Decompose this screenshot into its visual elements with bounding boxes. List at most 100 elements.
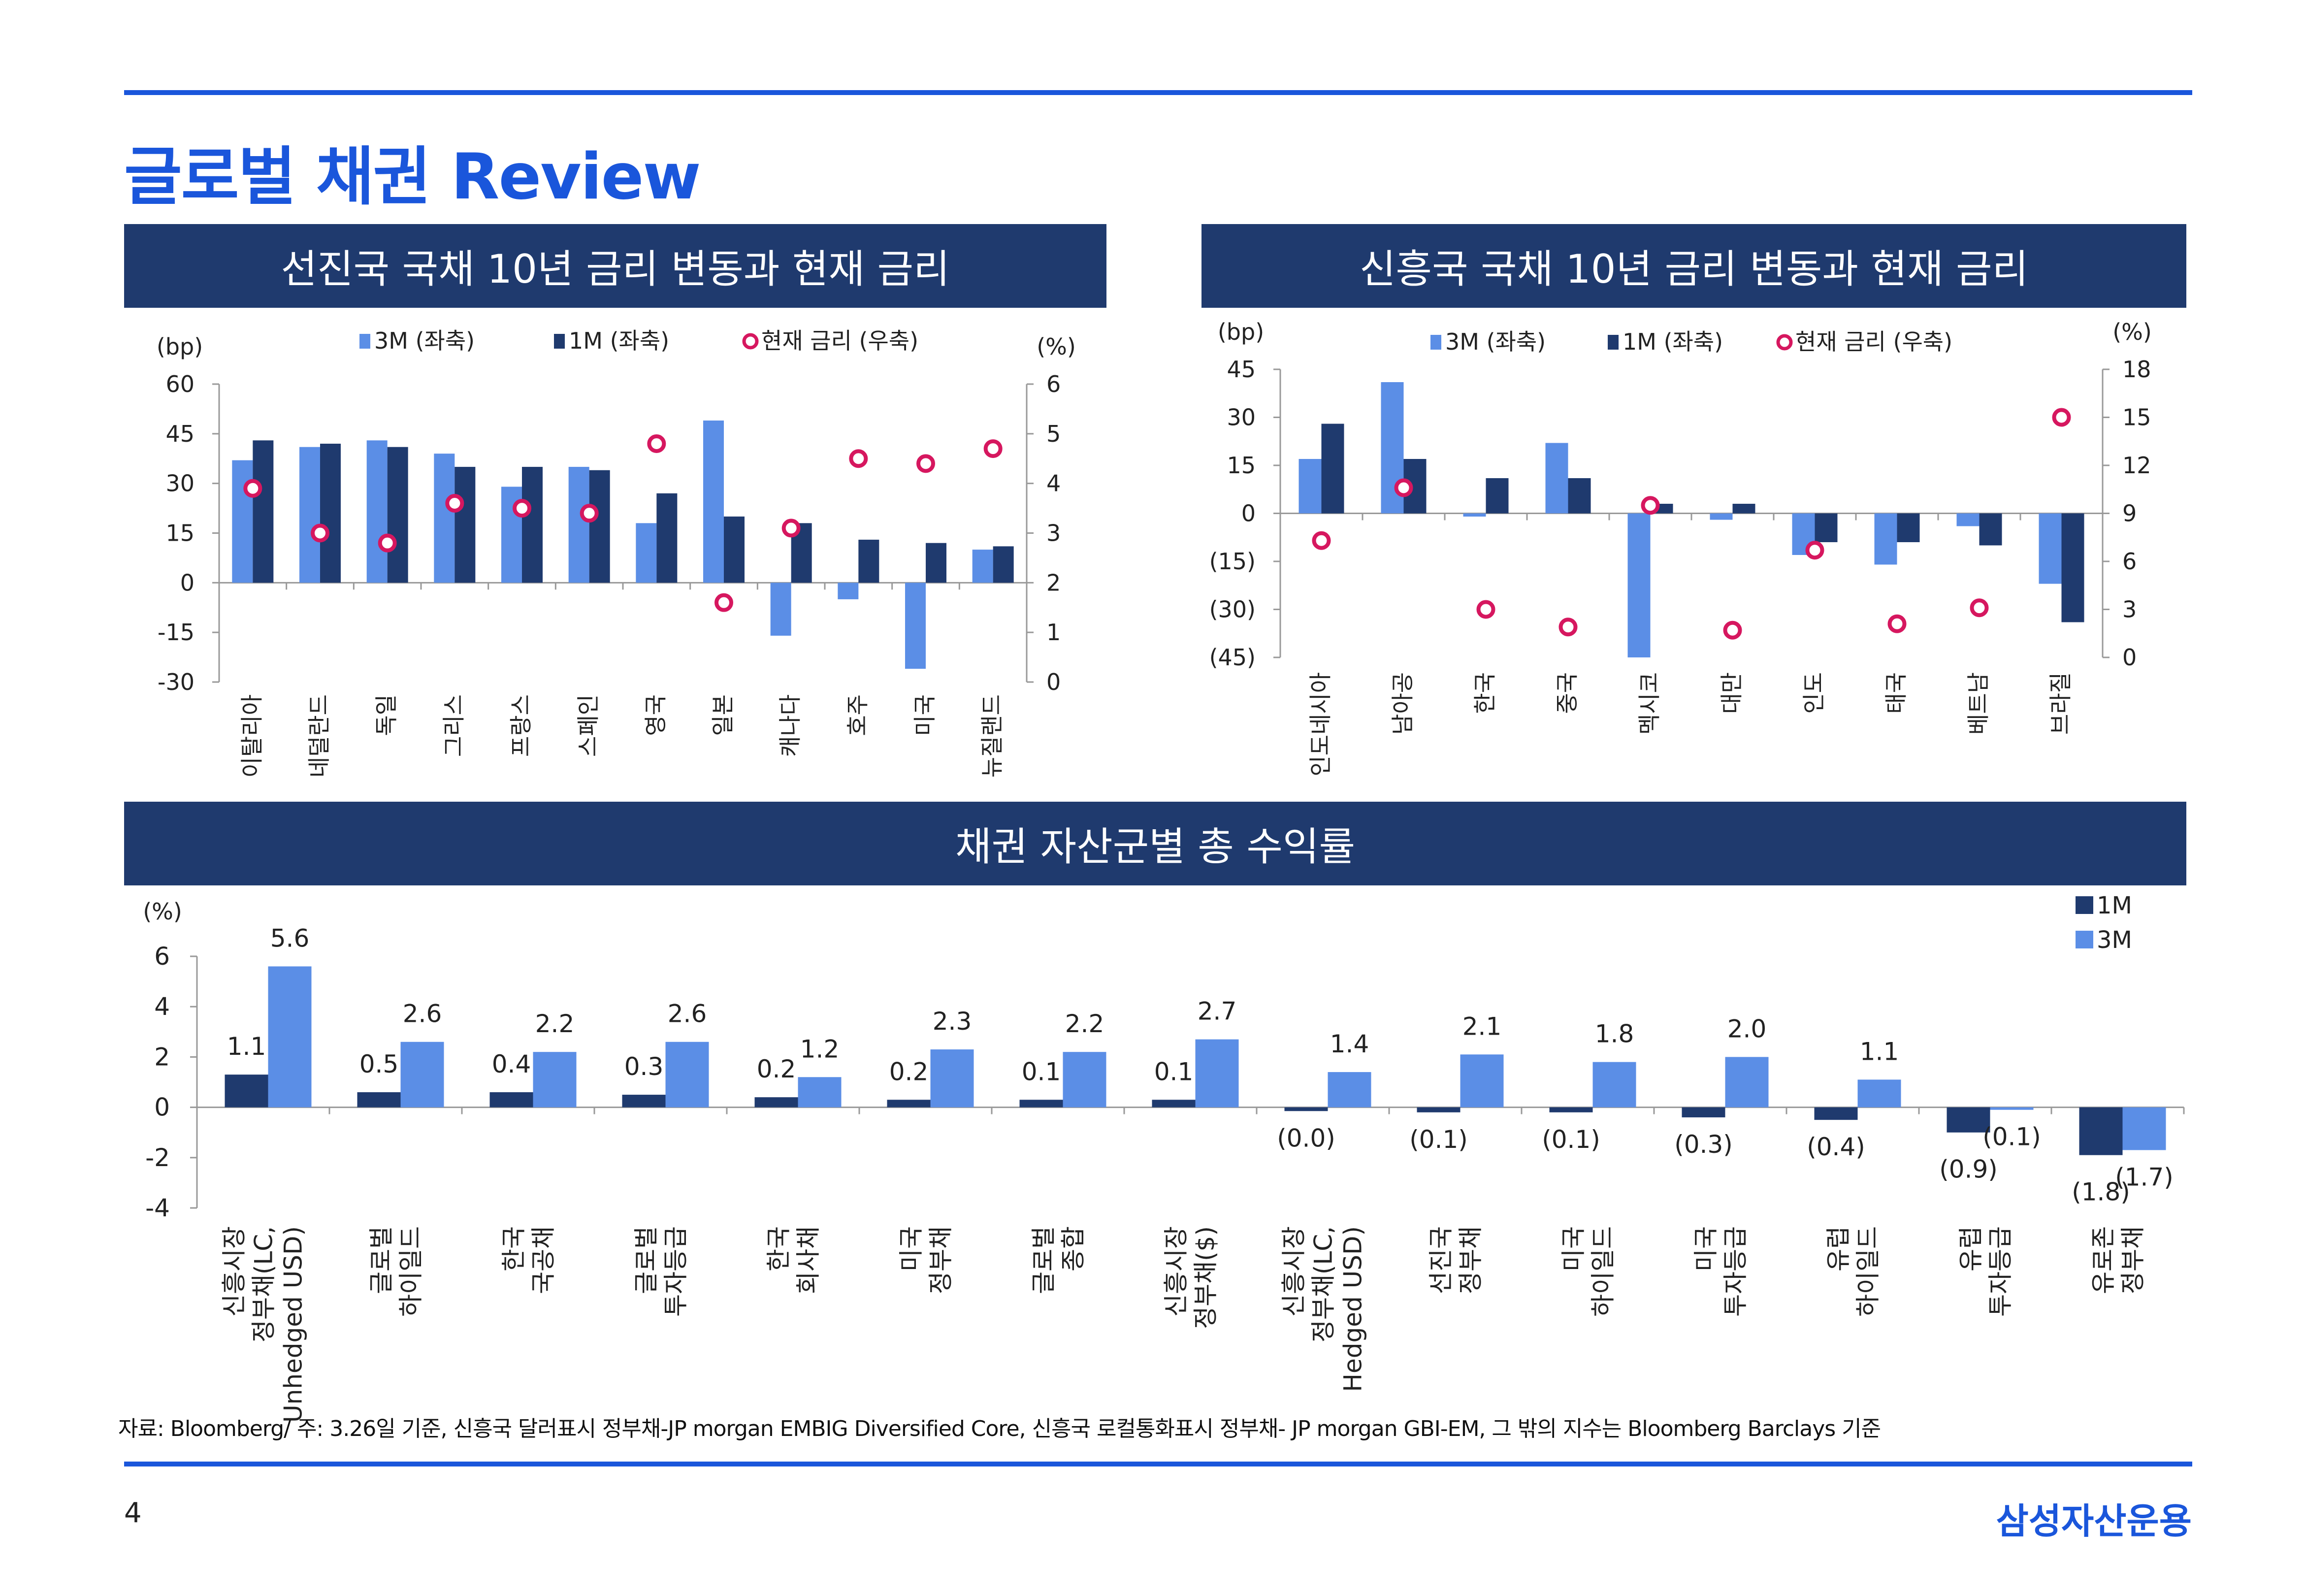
- y-tick-label: -4: [145, 1194, 170, 1222]
- category-label: 회사채: [794, 1226, 823, 1294]
- bar-3m-cat-9: [2039, 513, 2062, 584]
- current-rate-marker-cat-9: [849, 449, 868, 468]
- current-rate-marker-cat-1: [311, 523, 329, 543]
- y-tick-label: 0: [154, 1093, 170, 1122]
- category-label: 캐나다: [777, 694, 804, 757]
- data-label-1m: (0.0): [1277, 1124, 1335, 1152]
- category-label: 선진국: [1427, 1226, 1456, 1294]
- bar-3m-cat-2: [533, 1052, 577, 1107]
- bar-3m-cat-1: [400, 1042, 444, 1107]
- bar-1m-cat-4: [754, 1097, 798, 1107]
- bar-1m-cat-9: [858, 539, 879, 583]
- current-rate-marker-cat-6: [647, 434, 666, 453]
- data-label-3m: 2.2: [535, 1010, 575, 1038]
- data-label-3m: (0.1): [1982, 1123, 2041, 1151]
- bar-3m-cat-5: [568, 467, 589, 583]
- left-tick-label: (45): [1209, 644, 1256, 671]
- legend-label-1m: 1M (좌축): [1623, 328, 1723, 355]
- left-axis-unit: (bp): [157, 333, 203, 360]
- data-label-1m: (0.3): [1674, 1130, 1733, 1159]
- data-label-3m: 2.6: [403, 1000, 442, 1028]
- category-label: 인도네시아: [1307, 672, 1334, 777]
- category-label: 글로벌: [367, 1226, 396, 1294]
- category-label: 브라질: [2047, 672, 2074, 735]
- current-rate-marker-cat-0: [1312, 531, 1331, 550]
- bar-3m-cat-10: [905, 583, 926, 669]
- bar-1m-cat-9: [2061, 513, 2084, 622]
- category-label: Hedged USD): [1339, 1226, 1367, 1392]
- legend-swatch-3m: [359, 334, 370, 349]
- chart2-header: 신흥국 국채 10년 금리 변동과 현재 금리: [1201, 224, 2186, 308]
- category-label: 투자등급: [1721, 1226, 1750, 1317]
- category-label: 유럽: [1957, 1226, 1985, 1271]
- category-label: 유럽: [1824, 1226, 1853, 1271]
- category-label: 투자등급: [662, 1226, 690, 1317]
- current-rate-marker-cat-7: [1887, 614, 1907, 633]
- data-label-1m: (0.1): [1542, 1125, 1600, 1154]
- bar-1m-cat-3: [622, 1095, 666, 1107]
- bar-1m-cat-7: [1897, 513, 1920, 542]
- right-axis-unit: (%): [1037, 333, 1076, 360]
- bar-3m-cat-11: [972, 550, 993, 583]
- category-label: 한국: [1472, 672, 1498, 714]
- bar-1m-cat-7: [724, 516, 745, 583]
- current-rate-marker-cat-5: [1723, 620, 1742, 640]
- category-label: 신흥시장: [1280, 1226, 1308, 1317]
- bar-1m-cat-6: [1019, 1100, 1063, 1107]
- bar-3m-cat-0: [1299, 459, 1322, 514]
- data-label-1m: 0.3: [624, 1052, 664, 1081]
- data-label-1m: (0.1): [1409, 1125, 1468, 1154]
- category-label: 베트남: [1965, 672, 1992, 735]
- data-label-1m: (1.8): [2072, 1178, 2130, 1206]
- bar-1m-cat-0: [1321, 423, 1344, 514]
- category-label: 정부채(LC,: [1309, 1226, 1338, 1342]
- bar-3m-cat-2: [366, 440, 388, 583]
- category-label: 뉴질랜드: [979, 694, 1006, 778]
- right-tick-label: 0: [1046, 669, 1061, 695]
- bar-1m-cat-3: [455, 467, 476, 583]
- current-rate-marker-cat-4: [513, 499, 531, 518]
- data-label-1m: 0.5: [359, 1050, 399, 1078]
- bar-1m-cat-11: [1682, 1107, 1725, 1118]
- current-rate-marker-cat-3: [1558, 618, 1578, 637]
- right-tick-label: 5: [1046, 421, 1061, 447]
- right-tick-label: 6: [2122, 548, 2137, 575]
- legend-swatch-3m: [2076, 931, 2093, 948]
- category-label: 독일: [373, 694, 400, 736]
- left-tick-label: -30: [158, 669, 195, 695]
- left-tick-label: 45: [165, 421, 195, 447]
- bar-1m-cat-1: [357, 1092, 401, 1107]
- bar-1m-cat-0: [225, 1075, 268, 1107]
- category-label: 종합: [1059, 1226, 1088, 1271]
- bar-1m-cat-5: [1732, 504, 1755, 514]
- bar-3m-cat-5: [1710, 513, 1733, 520]
- category-label: 남아공: [1390, 672, 1416, 735]
- right-tick-label: 6: [1046, 371, 1061, 397]
- page-title: 글로벌 채권 Review: [124, 140, 701, 214]
- current-rate-marker-cat-10: [916, 454, 935, 473]
- page-number: 4: [124, 1497, 142, 1529]
- legend-swatch-1m: [1608, 335, 1619, 350]
- data-label-3m: 2.2: [1065, 1010, 1104, 1038]
- left-tick-label: (15): [1209, 548, 1256, 575]
- data-label-3m: 2.7: [1198, 997, 1237, 1026]
- bar-3m-cat-4: [1627, 513, 1651, 657]
- data-label-3m: 2.0: [1727, 1014, 1767, 1043]
- bar-3m-cat-8: [1956, 513, 1980, 526]
- bar-3m-cat-7: [1874, 513, 1897, 565]
- category-label: Unhedged USD): [279, 1226, 308, 1423]
- bar-1m-cat-4: [522, 467, 543, 583]
- current-rate-marker-cat-8: [781, 519, 801, 538]
- category-label: 유로존: [2089, 1226, 2118, 1294]
- left-tick-label: -15: [158, 619, 195, 646]
- bar-3m-cat-14: [2122, 1107, 2166, 1150]
- current-rate-marker-cat-2: [378, 533, 397, 553]
- left-tick-label: 60: [165, 371, 195, 397]
- data-label-3m: 1.8: [1595, 1020, 1634, 1048]
- current-rate-marker-cat-7: [714, 593, 733, 612]
- category-label: 미국: [897, 1226, 926, 1271]
- bar-1m-cat-2: [489, 1092, 533, 1107]
- data-label-3m: (1.7): [2115, 1163, 2174, 1191]
- category-label: 정부채: [927, 1226, 955, 1294]
